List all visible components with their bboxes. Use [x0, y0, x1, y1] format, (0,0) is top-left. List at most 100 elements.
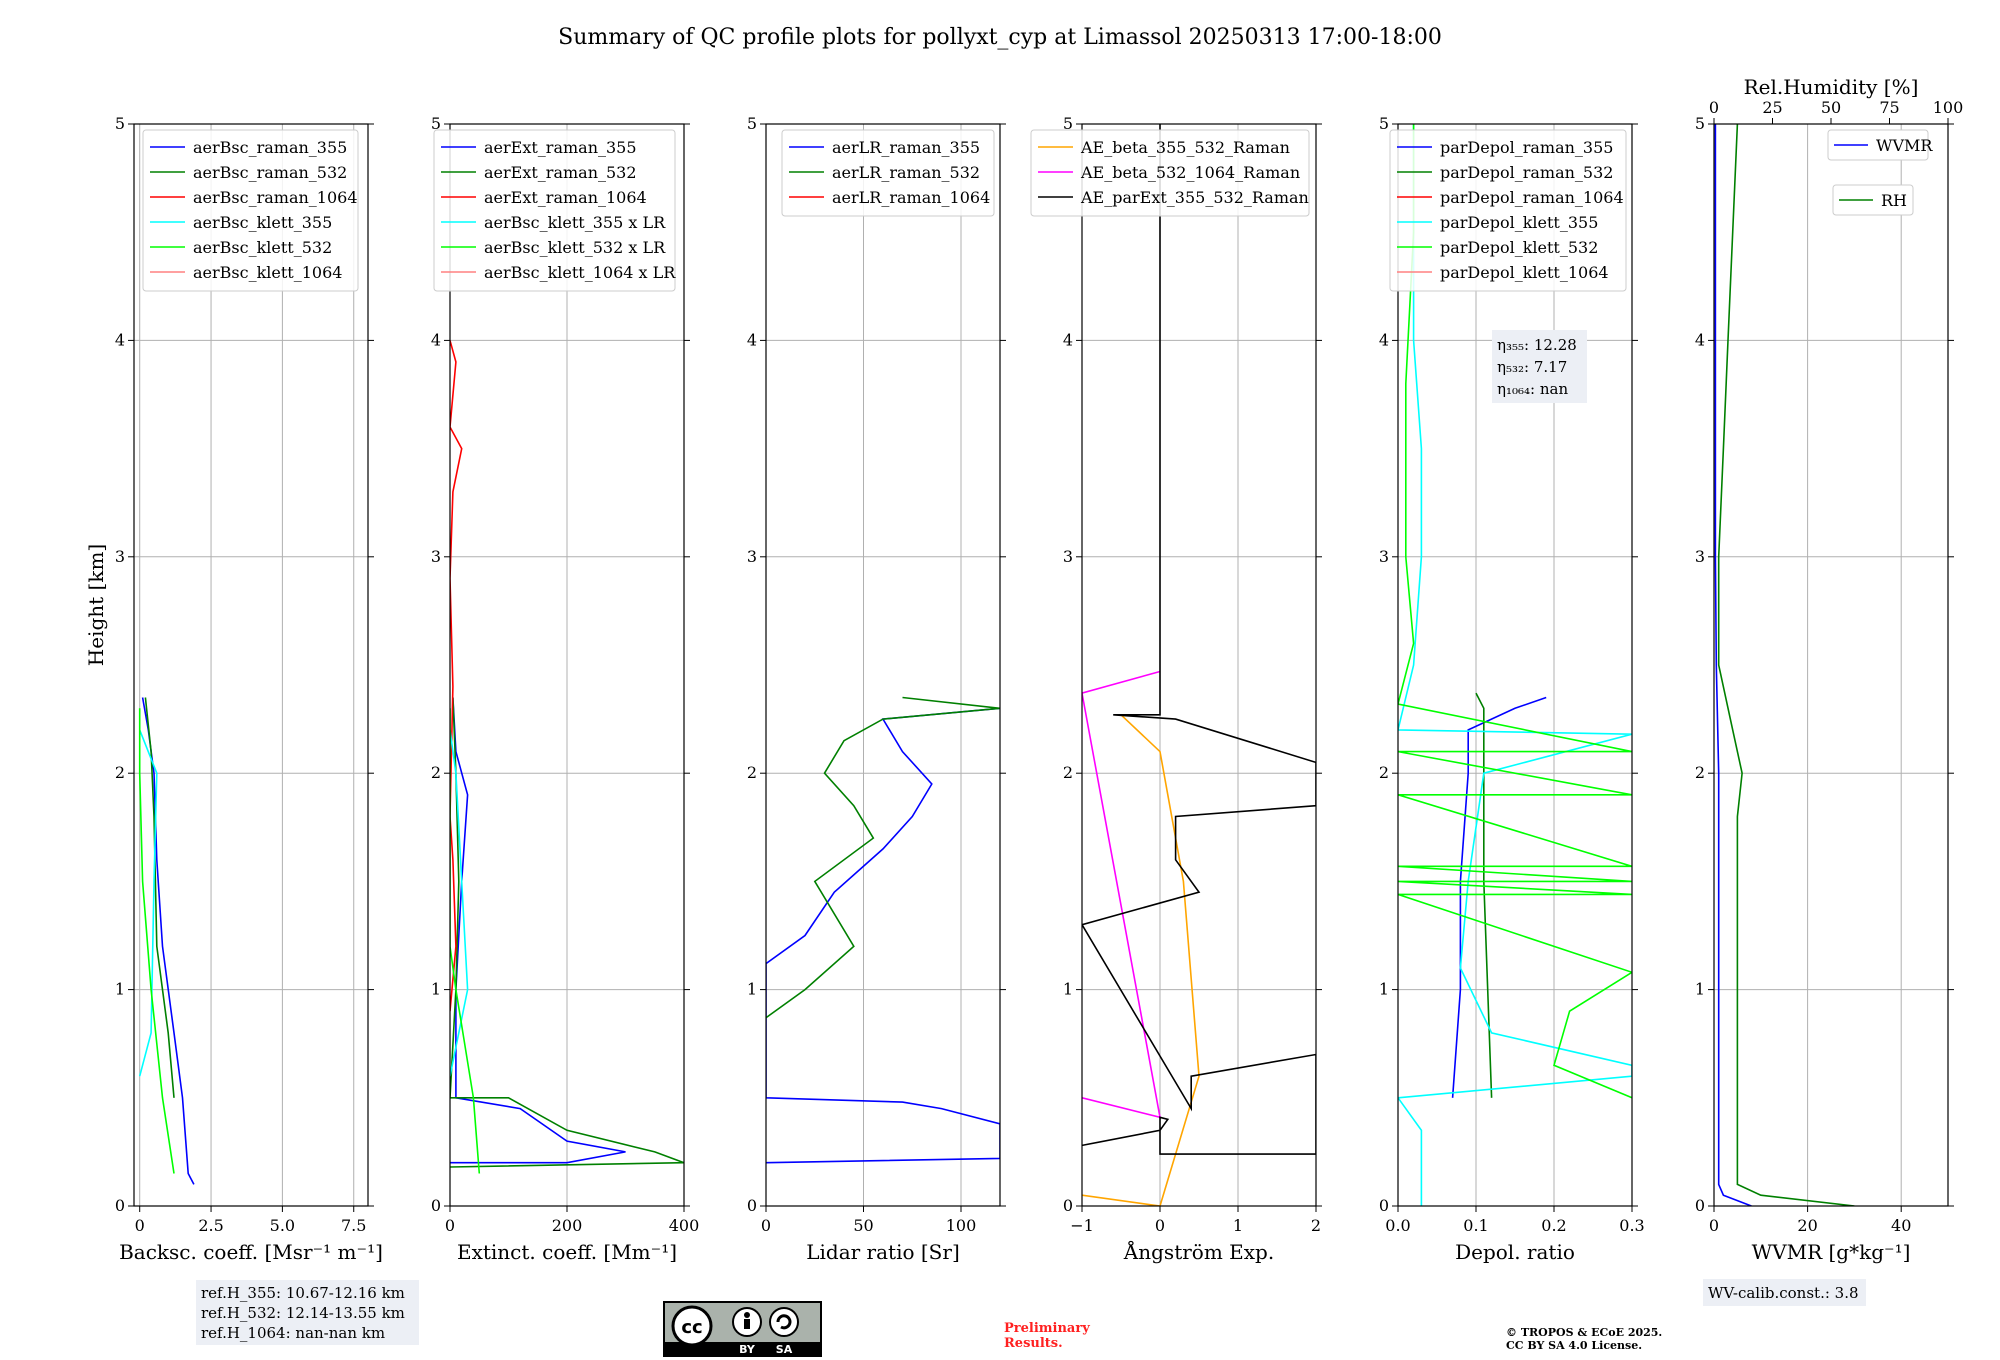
x-tick-label: 0.3: [1619, 1216, 1644, 1235]
y-tick-label: 5: [1063, 114, 1073, 133]
x-tick-label: 5.0: [270, 1216, 295, 1235]
legend-label: AE_beta_355_532_Raman: [1080, 138, 1290, 157]
y-tick-label: 2: [1063, 763, 1073, 782]
legend-label: aerLR_raman_1064: [832, 188, 990, 207]
ref-height-1064: ref.H_1064: nan-nan km: [201, 1324, 385, 1342]
x-tick-label: 0.0: [1385, 1216, 1410, 1235]
legend-label: parDepol_raman_1064: [1440, 188, 1624, 207]
legend-label: aerBsc_klett_532: [193, 238, 332, 257]
preliminary-note: Preliminary Results.: [1004, 1321, 1090, 1351]
x-tick-label: 0: [1155, 1216, 1165, 1235]
x-tick-label: 1: [1233, 1216, 1243, 1235]
legend-label: aerBsc_klett_1064 x LR: [484, 263, 676, 282]
eta-1064: η₁₀₆₄: nan: [1497, 380, 1568, 398]
preliminary-line2: Results.: [1004, 1336, 1063, 1351]
series-line-aerExt_raman_532: [450, 697, 684, 1168]
series-line-aerBsc_raman_355: [141, 697, 195, 1185]
eta-532: η₅₃₂: 7.17: [1497, 358, 1567, 376]
x-axis-label: Extinct. coeff. [Mm⁻¹]: [457, 1240, 677, 1264]
series-line-aerBsc_klett_532 x LR: [450, 708, 481, 1174]
legend-label: aerLR_raman_532: [832, 163, 980, 182]
axes-frame: [1081, 123, 1317, 1207]
x-tick-label: 7.5: [341, 1216, 366, 1235]
y-tick-label: 0: [1379, 1196, 1389, 1215]
x-tick-label: 0: [445, 1216, 455, 1235]
y-tick-label: 0: [115, 1196, 125, 1215]
subplot-2: 0 200 400 0 1 2 3 4 5 Extinct. coeff. [Mm⁻¹] aerEx…: [431, 114, 699, 1264]
cc-license-badge: cc BY SA: [663, 1301, 822, 1357]
x-axis-label: Lidar ratio [Sr]: [806, 1240, 960, 1264]
series-line-parDepol_raman_355: [1451, 696, 1547, 1098]
y-tick-label: 5: [115, 114, 125, 133]
series-line-aerBsc_klett_532: [138, 708, 175, 1174]
series-line-aerBsc_raman_532: [144, 697, 175, 1098]
y-tick-label: 5: [1379, 114, 1389, 133]
x-tick-label: 20: [1797, 1216, 1817, 1235]
top-x-tick-label: 100: [1933, 98, 1964, 117]
legend: aerBsc_raman_355 aerBsc_raman_532 aerBsc_r…: [142, 129, 359, 292]
legend-label: parDepol_raman_532: [1440, 163, 1613, 182]
x-axis-label: Backsc. coeff. [Msr⁻¹ m⁻¹]: [119, 1240, 383, 1264]
x-axis-label: Depol. ratio: [1455, 1240, 1575, 1264]
series-line-AE_beta_355_532_Raman: [1082, 714, 1200, 1206]
x-tick-label: 0.2: [1541, 1216, 1566, 1235]
legend-label: aerLR_raman_355: [832, 138, 980, 157]
series-line-WVMR: [1714, 124, 1752, 1206]
y-tick-label: 3: [1063, 547, 1073, 566]
y-tick-label: 3: [1379, 547, 1389, 566]
x-tick-label: 0: [1709, 1216, 1719, 1235]
legend-label: aerBsc_klett_532 x LR: [484, 238, 666, 257]
ref-height-532: ref.H_532: 12.14-13.55 km: [201, 1304, 405, 1322]
series-line-parDepol_raman_532: [1475, 692, 1493, 1098]
eta-annotation: η₃₅₅: 12.28 η₅₃₂: 7.17 η₁₀₆₄: nan: [1492, 330, 1587, 403]
wv-calib-text: WV-calib.const.: 3.8: [1708, 1284, 1859, 1302]
y-tick-label: 4: [1063, 330, 1073, 349]
y-tick-label: 2: [1695, 763, 1705, 782]
legend-label: aerBsc_klett_355: [193, 213, 332, 232]
y-tick-label: 0: [1063, 1196, 1073, 1215]
axes-frame: [1397, 123, 1633, 1207]
subplots: 0 2.5 5.0 7.5 0 1 2 3 4 5 Backsc. coeff. [Msr⁻¹ m⁻…: [115, 75, 1963, 1264]
top-x-tick-label: 50: [1821, 98, 1841, 117]
series-line-parDepol_klett_532: [1398, 124, 1632, 1099]
axes-frame: [133, 123, 369, 1207]
legend-box: [1030, 129, 1310, 217]
y-tick-label: 2: [431, 763, 441, 782]
y-tick-label: 3: [747, 547, 757, 566]
x-axis-label: Ångström Exp.: [1123, 1239, 1274, 1264]
series-line-aerBsc_klett_355: [138, 729, 158, 1077]
series-line-parDepol_klett_355: [1398, 124, 1632, 1206]
top-x-tick-label: 75: [1879, 98, 1899, 117]
preliminary-line1: Preliminary: [1004, 1321, 1090, 1336]
series-line-aerExt_raman_355: [450, 697, 626, 1164]
legend-box: [433, 129, 676, 292]
y-tick-label: 0: [747, 1196, 757, 1215]
subplot-6: 0 20 40 0 1 2 3 4 5 WVMR [g*kg⁻¹] 0 25 50 75 100 Rel.Hu…: [1695, 75, 1963, 1264]
series-line-AE_parExt_355_532_Raman: [1082, 124, 1316, 1155]
legend-label: aerBsc_klett_1064: [193, 263, 342, 282]
y-tick-label: 3: [431, 547, 441, 566]
subplot-1: 0 2.5 5.0 7.5 0 1 2 3 4 5 Backsc. coeff. [Msr⁻¹ m⁻…: [115, 114, 383, 1264]
x-tick-label: 2: [1311, 1216, 1321, 1235]
legend-label: aerExt_raman_532: [484, 163, 637, 182]
subplot-3: 0 50 100 0 1 2 3 4 5 Lidar ratio [Sr] aerLR_raman_…: [747, 114, 1006, 1264]
eta-355: η₃₅₅: 12.28: [1497, 336, 1577, 354]
x-tick-label: 100: [946, 1216, 977, 1235]
legend-label: parDepol_klett_355: [1440, 213, 1598, 232]
y-tick-label: 1: [1695, 980, 1705, 999]
top-x-axis-label: Rel.Humidity [%]: [1744, 75, 1919, 99]
legend-label: AE_parExt_355_532_Raman: [1080, 188, 1309, 207]
series-line-RH: [1717, 124, 1855, 1206]
legend-label: WVMR: [1876, 136, 1933, 155]
legend: parDepol_raman_355 parDepol_raman_532 parD…: [1389, 129, 1627, 292]
by-label: BY: [739, 1343, 756, 1356]
legend-label: aerBsc_raman_1064: [193, 188, 358, 207]
legend-label: aerBsc_raman_355: [193, 138, 347, 157]
y-tick-label: 1: [747, 980, 757, 999]
y-tick-label: 1: [1063, 980, 1073, 999]
legend-label: aerExt_raman_1064: [484, 188, 647, 207]
legend-label: parDepol_klett_532: [1440, 238, 1598, 257]
y-tick-label: 5: [747, 114, 757, 133]
